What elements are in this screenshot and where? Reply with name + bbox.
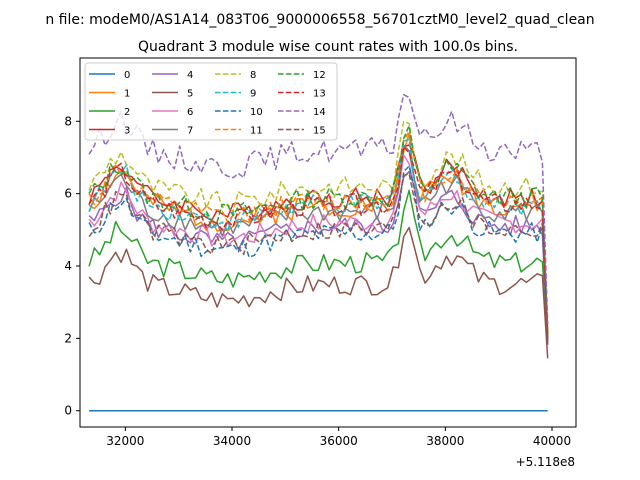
y-tick-label: 8 [64, 114, 72, 128]
legend-label-10: 10 [250, 107, 263, 118]
legend-label-6: 6 [187, 107, 193, 118]
series-layer [88, 93, 549, 412]
series-line-8 [88, 120, 549, 332]
legend-frame [84, 62, 338, 141]
figure-suptitle: n file: modeM0/AS1A14_083T06_9000006558_… [45, 12, 594, 28]
legend-label-15: 15 [313, 126, 326, 137]
series-line-2 [88, 189, 549, 339]
x-tick-label: 32000 [106, 434, 144, 448]
legend-label-7: 7 [187, 126, 193, 137]
plot-frame [79, 57, 577, 428]
x-tick-label: 38000 [426, 434, 464, 448]
x-tick-label: 34000 [213, 434, 251, 448]
legend-label-8: 8 [250, 70, 256, 81]
x-tick-label: 40000 [533, 434, 571, 448]
legend-label-5: 5 [187, 89, 193, 100]
series-line-5 [88, 226, 549, 359]
legend-label-14: 14 [313, 107, 326, 118]
y-tick-label: 0 [64, 404, 72, 418]
y-tick-label: 4 [64, 259, 72, 273]
legend-label-1: 1 [124, 89, 130, 100]
legend-label-12: 12 [313, 70, 326, 81]
legend-label-13: 13 [313, 89, 326, 100]
series-line-15 [88, 172, 549, 346]
series-line-14 [88, 93, 549, 324]
y-tick-label: 6 [64, 187, 72, 201]
legend-label-2: 2 [124, 107, 130, 118]
y-tick-label: 2 [64, 331, 72, 345]
legend-label-11: 11 [250, 126, 263, 137]
chart-title: Quadrant 3 module wise count rates with … [138, 39, 518, 55]
x-tick-label: 36000 [320, 434, 358, 448]
legend-label-0: 0 [124, 70, 130, 81]
series-line-12 [88, 124, 549, 335]
y-axis: 0 2 4 6 8 [64, 114, 80, 418]
x-axis: 32000 34000 36000 38000 40000 [106, 427, 571, 448]
legend-label-9: 9 [250, 89, 256, 100]
legend-label-3: 3 [124, 126, 130, 137]
x-offset-label: +5.118e8 [516, 455, 575, 469]
series-line-13 [88, 146, 549, 339]
series-line-11 [88, 130, 549, 335]
series-line-9 [88, 138, 549, 335]
legend-label-4: 4 [187, 70, 193, 81]
series-line-10 [88, 165, 549, 343]
series-line-6 [88, 154, 549, 343]
